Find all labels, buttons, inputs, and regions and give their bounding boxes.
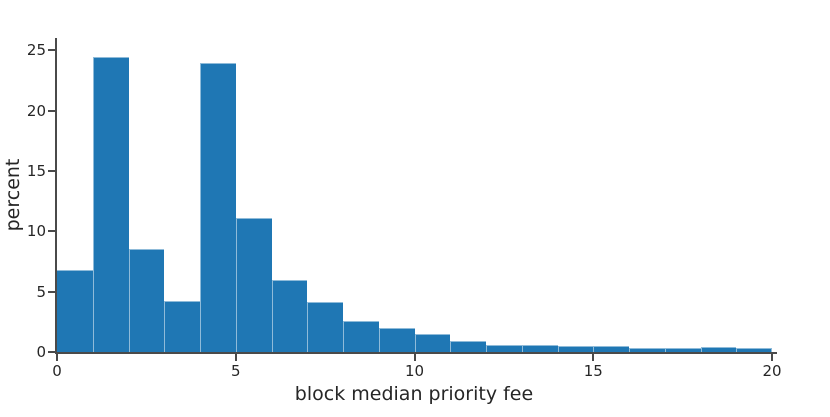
y-tick-label: 5 <box>36 282 46 301</box>
y-tick-label: 0 <box>36 343 46 361</box>
x-axis-spine <box>55 352 777 354</box>
histogram-bar <box>736 347 772 352</box>
histogram-bar <box>700 347 737 352</box>
plot-area <box>57 38 772 352</box>
x-tick-mark <box>56 354 58 361</box>
histogram-bar <box>57 269 93 352</box>
x-tick-label: 5 <box>231 362 241 380</box>
x-axis-label: block median priority fee <box>294 383 534 405</box>
x-tick-label: 0 <box>52 362 62 380</box>
histogram-bar <box>92 57 129 352</box>
x-tick-label: 10 <box>404 362 425 380</box>
x-tick-mark <box>413 354 416 361</box>
y-tick-mark <box>48 290 55 293</box>
histogram-bar <box>664 348 701 352</box>
histogram-bar <box>271 279 308 352</box>
y-tick-label: 10 <box>26 222 46 241</box>
histogram-bar <box>557 345 594 352</box>
y-tick-mark <box>48 230 55 233</box>
histogram-bar <box>450 341 486 352</box>
histogram-bar <box>629 348 665 352</box>
histogram-bar <box>378 327 415 352</box>
x-tick-mark <box>592 354 595 361</box>
x-tick-label: 15 <box>583 362 603 380</box>
y-tick-label: 20 <box>26 101 46 120</box>
histogram-bar <box>414 333 451 352</box>
histogram-bar <box>200 63 236 352</box>
histogram-bar <box>521 344 558 352</box>
histogram-bar <box>128 249 165 352</box>
y-tick-label: 15 <box>26 161 46 180</box>
histogram-bar <box>593 345 629 352</box>
histogram-bar <box>343 320 379 352</box>
histogram-bar <box>307 302 343 352</box>
x-tick-mark <box>771 354 773 361</box>
x-tick-label: 20 <box>762 362 782 380</box>
y-tick-mark <box>48 109 55 112</box>
histogram-bar <box>164 301 200 352</box>
histogram-bar <box>235 217 272 352</box>
y-axis-spine <box>55 38 57 354</box>
y-tick-mark <box>48 49 55 52</box>
y-tick-mark <box>48 169 55 172</box>
x-tick-mark <box>234 354 237 361</box>
y-tick-mark <box>48 351 55 353</box>
histogram-bar <box>486 344 522 352</box>
y-tick-label: 25 <box>26 41 46 60</box>
